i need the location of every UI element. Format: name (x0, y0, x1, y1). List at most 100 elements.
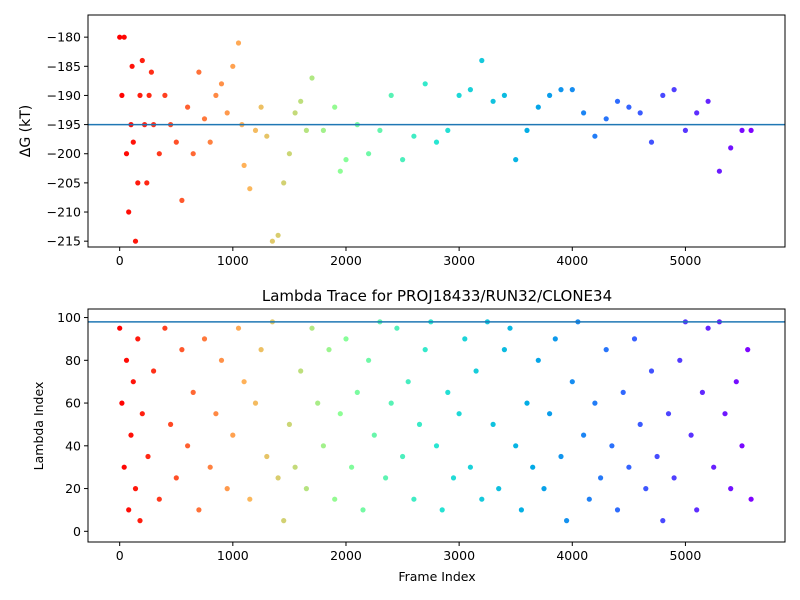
lambda-trace-x-tick-label: 5000 (670, 548, 702, 563)
delta-g-data-point (581, 110, 587, 116)
lambda-trace-data-point (541, 486, 547, 492)
lambda-trace-y-tick-label: 0 (73, 524, 81, 539)
delta-g-plot-frame (87, 14, 786, 248)
lambda-trace-data-point (479, 496, 485, 502)
delta-g-data-point (456, 92, 462, 98)
lambda-trace-data-point (456, 411, 462, 417)
lambda-trace-data-point (135, 336, 141, 342)
lambda-trace-data-point (507, 325, 513, 331)
delta-g-x-tick-label: 3000 (443, 253, 475, 268)
lambda-trace-data-point (360, 507, 366, 513)
delta-g-data-point (144, 180, 150, 186)
lambda-trace-data-point (162, 325, 168, 331)
lambda-trace-data-point (614, 507, 621, 513)
lambda-trace-data-point (241, 379, 247, 385)
delta-g-data-point (137, 92, 143, 98)
delta-g-data-point (592, 133, 598, 139)
delta-g-data-point (694, 110, 700, 116)
delta-g-data-point (292, 110, 298, 116)
delta-g-data-point (218, 81, 225, 87)
delta-g-data-point (190, 151, 196, 157)
lambda-trace-data-point (207, 464, 213, 470)
delta-g-data-point (119, 92, 125, 98)
delta-g-data-point (366, 151, 372, 157)
lambda-trace-x-tick-label: 1000 (217, 548, 249, 563)
delta-g-data-point (173, 139, 179, 145)
lambda-trace-data-point (609, 443, 615, 449)
delta-g-data-point (269, 238, 275, 244)
delta-g-data-point (671, 87, 677, 93)
delta-g-x-tick-label: 5000 (670, 253, 702, 268)
lambda-trace-data-point (264, 453, 270, 460)
lambda-trace-data-point (286, 421, 292, 427)
lambda-trace-data-point (501, 347, 507, 353)
delta-g-data-point (637, 110, 643, 116)
lambda-trace-data-point (326, 347, 332, 353)
lambda-trace-data-point (218, 357, 225, 363)
lambda-trace-y-tick-label: 40 (65, 438, 81, 453)
delta-g-panel: 0 1000 2000 3000 4000 5000 −215 −210 −205 −200 −1… (18, 14, 786, 268)
lambda-trace-points (117, 319, 754, 524)
lambda-trace-data-point (151, 368, 157, 374)
lambda-trace-data-point (603, 347, 609, 353)
delta-g-data-point (320, 127, 326, 133)
lambda-trace-data-point (473, 368, 479, 374)
delta-g-y-ticks: −215 −210 −205 −200 −195 −190 −185 −180 (47, 30, 88, 249)
lambda-trace-data-point (462, 336, 468, 342)
delta-g-data-point (748, 127, 754, 133)
lambda-trace-y-tick-label: 20 (65, 481, 81, 496)
delta-g-data-point (445, 127, 451, 133)
lambda-trace-data-point (309, 325, 315, 331)
delta-g-data-point (179, 197, 185, 203)
lambda-trace-data-point (411, 496, 417, 502)
lambda-trace-panel: Lambda Trace for PROJ18433/RUN32/CLONE34… (31, 287, 786, 584)
lambda-trace-data-point (535, 357, 541, 363)
delta-g-y-tick-label: −185 (47, 59, 81, 74)
delta-g-data-point (230, 63, 236, 69)
delta-g-data-point (121, 34, 127, 40)
lambda-trace-data-point (654, 453, 660, 460)
lambda-trace-data-point (660, 518, 666, 524)
delta-g-data-point (146, 92, 152, 98)
delta-g-data-point (201, 116, 208, 122)
lambda-trace-data-point (524, 400, 530, 406)
lambda-trace-data-point (416, 421, 423, 427)
delta-g-data-point (207, 139, 213, 145)
lambda-trace-data-point (722, 411, 728, 417)
delta-g-data-point (258, 104, 264, 110)
delta-g-data-point (130, 139, 136, 145)
lambda-trace-data-point (247, 496, 253, 502)
lambda-trace-data-point (631, 336, 638, 342)
delta-g-data-point (535, 104, 541, 110)
delta-g-data-point (156, 151, 162, 157)
delta-g-data-point (303, 127, 309, 133)
lambda-trace-data-point (637, 421, 643, 427)
lambda-trace-x-tick-label: 3000 (443, 548, 475, 563)
lambda-trace-data-point (343, 336, 349, 342)
lambda-trace-data-point (467, 464, 473, 470)
lambda-trace-data-point (337, 411, 343, 417)
lambda-trace-data-point (196, 507, 202, 513)
lambda-trace-data-point (349, 464, 355, 470)
lambda-trace-x-axis-label: Frame Index (398, 569, 475, 584)
lambda-trace-data-point (671, 475, 677, 481)
lambda-trace-data-point (694, 507, 700, 513)
lambda-trace-data-point (388, 400, 394, 406)
delta-g-data-point (123, 151, 130, 157)
lambda-trace-data-point (433, 443, 440, 449)
delta-g-data-point (126, 209, 132, 215)
delta-g-data-point (388, 92, 394, 98)
lambda-trace-data-point (119, 400, 125, 406)
lambda-trace-data-point (185, 443, 191, 449)
delta-g-data-point (309, 75, 315, 81)
delta-g-data-point (162, 92, 168, 98)
lambda-trace-data-point (128, 432, 134, 438)
lambda-trace-data-point (705, 325, 711, 331)
lambda-trace-data-point (739, 443, 745, 449)
delta-g-points (117, 34, 754, 244)
lambda-trace-data-point (275, 475, 281, 481)
delta-g-x-tick-label: 1000 (217, 253, 249, 268)
lambda-trace-data-point (252, 400, 259, 406)
delta-g-data-point (648, 139, 655, 145)
lambda-trace-data-point (179, 347, 185, 353)
